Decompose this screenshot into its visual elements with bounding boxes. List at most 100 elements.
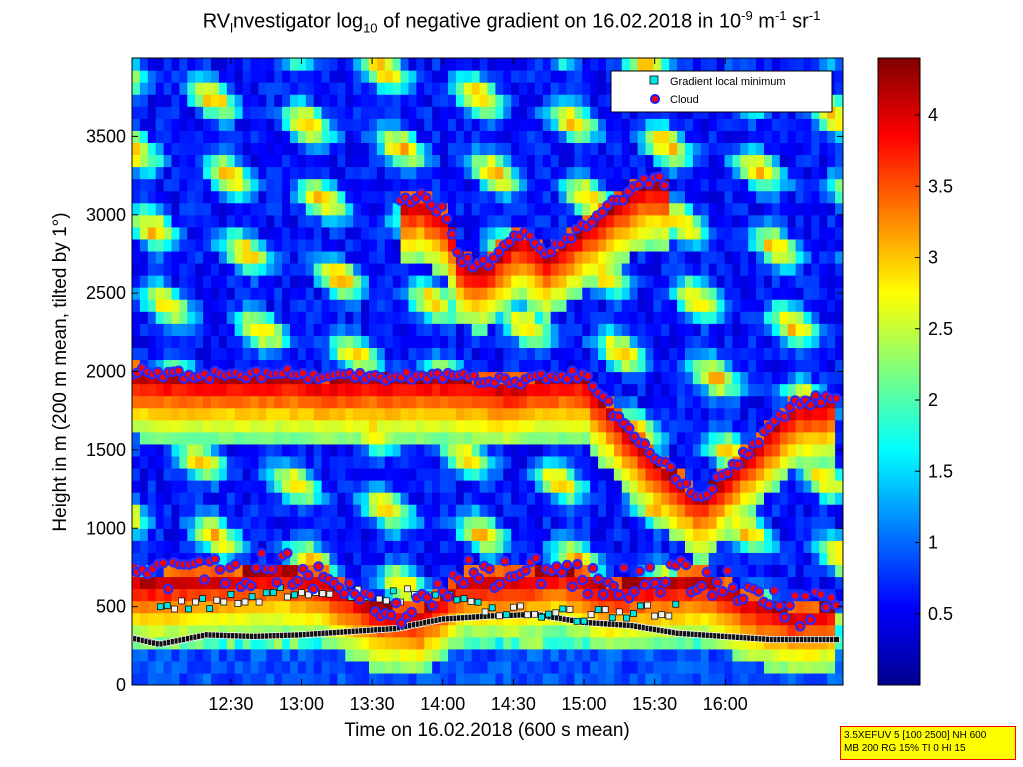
field-cell [479,202,489,216]
field-cell [724,660,733,674]
field-cell [321,516,331,529]
field-cell [266,190,275,204]
field-cell [258,492,267,505]
gradient-min-marker [531,610,538,618]
field-cell [250,528,259,541]
field-cell [487,383,496,397]
field-cell [147,142,157,156]
field-cell [637,660,647,674]
field-cell [463,166,473,180]
field-cell [590,226,599,240]
field-cell [448,82,457,95]
field-cell [440,516,449,529]
field-cell [408,443,417,457]
field-cell [534,636,544,650]
field-cell [764,492,773,505]
field-cell [195,383,204,397]
field-cell [716,516,726,529]
field-cell [748,612,757,626]
field-cell [463,347,473,361]
field-cell [590,275,599,288]
field-cell [234,82,244,95]
field-cell [226,528,236,541]
field-cell [558,347,568,361]
field-cell [692,287,702,300]
field-cell [582,600,591,614]
field-cell [274,672,283,685]
field-cell [211,528,220,541]
field-cell [756,504,765,517]
field-cell [685,226,694,240]
field-cell [345,287,354,300]
field-cell [132,202,141,216]
field-cell [771,130,781,144]
field-cell [534,70,544,83]
field-cell [179,419,188,433]
field-cell [787,154,797,168]
field-cell [645,299,654,312]
field-cell [211,383,220,397]
field-cell [155,552,165,566]
field-cell [534,588,544,602]
field-cell [827,287,836,300]
field-cell [487,142,496,156]
field-cell [787,371,797,385]
field-cell [606,214,615,228]
field-cell [645,190,654,204]
field-cell [155,82,165,95]
field-cell [621,636,631,650]
field-cell [321,660,331,674]
field-cell [234,467,244,481]
field-cell [835,58,843,71]
field-cell [566,407,575,421]
field-cell [511,287,520,300]
field-cell [250,504,259,517]
field-cell [645,262,654,276]
field-cell [700,118,710,131]
field-cell [179,94,188,107]
field-cell [803,262,812,276]
field-cell [250,660,259,674]
field-cell [558,504,568,517]
field-cell [361,166,370,180]
field-cell [692,443,702,457]
field-cell [787,118,797,131]
field-cell [448,178,457,192]
field-cell [503,82,512,95]
field-cell [566,431,575,445]
field-cell [550,588,560,602]
field-cell [771,202,781,216]
field-cell [242,70,252,83]
field-cell [258,190,267,204]
field-cell [337,130,346,144]
field-cell [511,431,520,445]
field-cell [732,407,741,421]
field-cell [795,612,805,626]
field-cell [685,395,694,409]
field-cell [282,347,291,361]
field-cell [416,600,425,614]
field-cell [621,624,631,638]
field-cell [487,359,496,373]
field-cell [621,540,631,553]
field-cell [195,190,204,204]
field-cell [329,588,338,602]
field-cell [606,311,615,324]
field-cell [218,94,228,107]
field-cell [392,612,402,626]
field-cell [234,275,244,288]
field-cell [155,492,165,505]
field-cell [598,552,607,566]
field-cell [692,528,702,541]
field-cell [629,202,639,216]
field-cell [677,166,686,180]
field-cell [534,106,544,119]
field-cell [290,648,299,662]
field-cell [519,540,528,553]
field-cell [724,58,733,71]
field-cell [740,154,749,168]
field-cell [827,564,836,578]
field-cell [297,166,307,180]
field-cell [645,395,654,409]
field-cell [448,528,457,541]
